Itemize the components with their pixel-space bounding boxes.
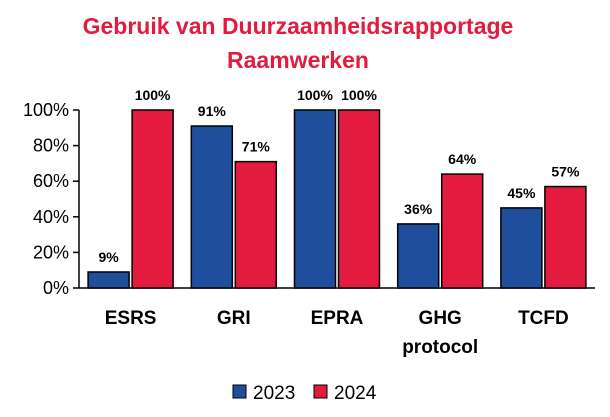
legend-label-2024: 2024 [334, 383, 377, 404]
data-label-2024-0: 100% [135, 87, 171, 103]
category-label: ESRS [105, 308, 157, 329]
bar-2024-1 [234, 160, 278, 289]
legend-swatch-2024 [313, 384, 328, 399]
bar-2023-2 [293, 109, 337, 289]
bar-2024-2 [337, 109, 381, 289]
data-label-2024-3: 64% [448, 151, 477, 167]
data-label-2023-3: 36% [404, 201, 433, 217]
bar-2024-3 [440, 173, 484, 289]
legend-swatch-2023 [232, 384, 247, 399]
category-label: protocol [402, 337, 478, 358]
legend-label-2023: 2023 [253, 383, 295, 404]
y-tick-label: 40% [33, 207, 69, 227]
data-label-2024-1: 71% [242, 139, 271, 155]
y-tick-label: 60% [33, 171, 69, 191]
bar-2023-1 [190, 125, 234, 289]
y-tick-label: 20% [33, 242, 69, 262]
bar-2024-4 [544, 185, 587, 289]
chart-title-line-1: Gebruik van Duurzaamheidsrapportage [83, 13, 514, 39]
chart-title-line-2: Raamwerken [227, 47, 369, 73]
data-label-2023-4: 45% [507, 185, 536, 201]
data-label-2023-0: 9% [98, 249, 119, 265]
data-label-2024-4: 57% [551, 164, 580, 180]
bar-2023-4 [500, 207, 543, 289]
data-label-2023-2: 100% [297, 87, 333, 103]
y-tick-label: 100% [23, 100, 69, 120]
y-tick-label: 80% [33, 136, 69, 156]
category-label: GHG [419, 308, 462, 329]
bar-2023-0 [87, 271, 130, 289]
bar-2023-3 [396, 223, 440, 289]
category-label: TCFD [518, 308, 569, 329]
y-tick-label: 0% [43, 278, 69, 298]
category-label: EPRA [311, 308, 364, 329]
data-label-2023-1: 91% [198, 103, 227, 119]
bar-2024-0 [131, 109, 174, 289]
category-label: GRI [217, 308, 251, 329]
data-label-2024-2: 100% [341, 87, 377, 103]
